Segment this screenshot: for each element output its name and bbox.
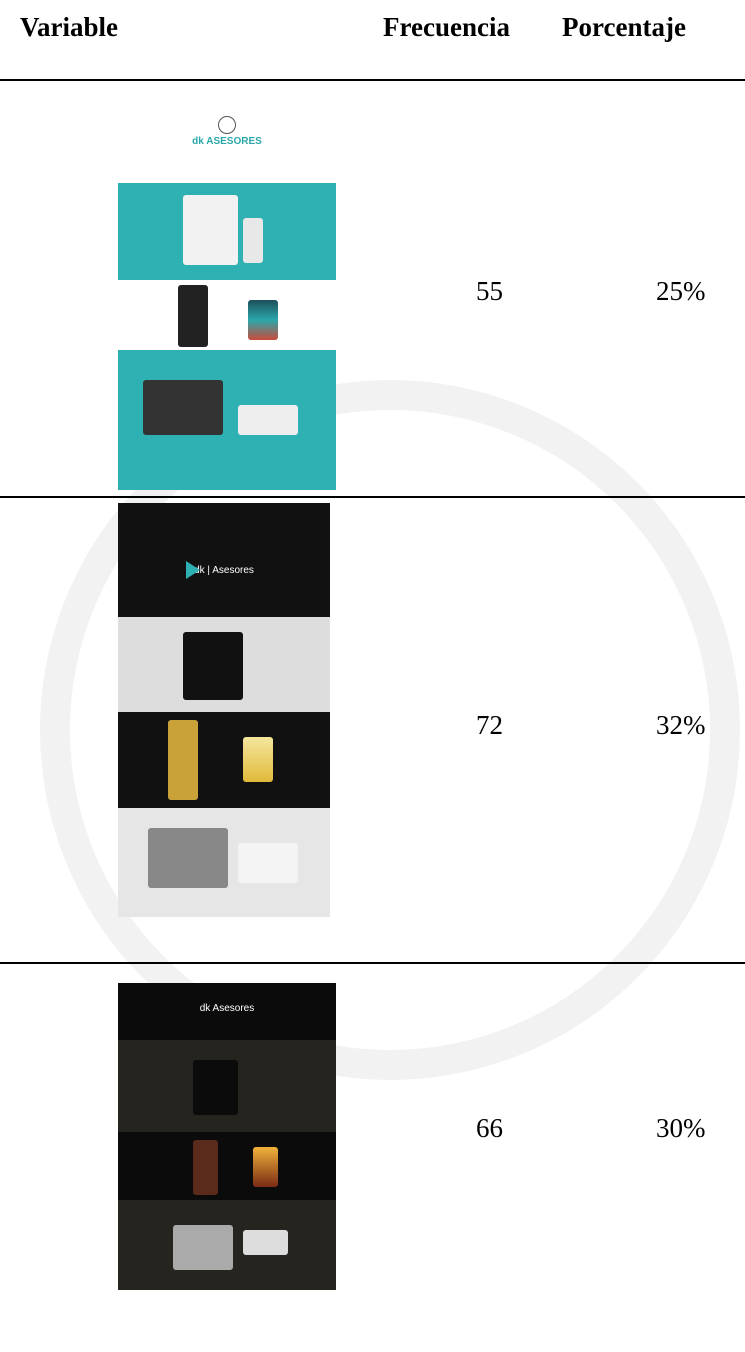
laptop (143, 380, 223, 435)
logo-icon (218, 116, 236, 134)
rule (0, 962, 745, 964)
panel (118, 1200, 336, 1290)
logo-text: dk | Asesores (194, 565, 254, 576)
frequency: 66 (476, 1113, 503, 1143)
panel (118, 808, 330, 917)
panel (118, 280, 336, 350)
laptop (173, 1225, 233, 1270)
percentage: 30% (656, 1113, 706, 1143)
panel (118, 617, 330, 712)
percentage: 32% (656, 710, 706, 740)
bag (183, 632, 243, 700)
mockup-image: dk ASESORES (118, 88, 336, 490)
frequency: 72 (476, 710, 503, 740)
mockup-image: dk Asesores (118, 983, 336, 1290)
mockup-image: dk | Asesores (118, 503, 330, 917)
stationery (238, 405, 298, 435)
header-cell: Variable (20, 12, 119, 42)
phone (178, 285, 208, 347)
laptop (148, 828, 228, 888)
panel (118, 712, 330, 808)
panel (118, 1132, 336, 1200)
palette (253, 1147, 278, 1187)
frequency: 55 (476, 276, 503, 306)
panel (118, 350, 336, 490)
logo-icon (186, 561, 200, 579)
panel: dk | Asesores (118, 503, 330, 617)
stationery (243, 1230, 288, 1255)
panel (118, 183, 336, 280)
phone (168, 720, 198, 800)
palette (243, 737, 273, 782)
bag (183, 195, 238, 265)
tube (243, 218, 263, 263)
stationery (238, 843, 298, 883)
panel (118, 1040, 336, 1132)
phone (193, 1140, 218, 1195)
logo-text: dk Asesores (199, 1003, 255, 1014)
header-cell: Porcentaje (562, 12, 686, 42)
percentage: 25% (656, 276, 706, 306)
rule (0, 496, 745, 498)
rule (0, 79, 745, 81)
header-cell: Frecuencia (383, 12, 510, 42)
logo-text: dk ASESORES (192, 136, 262, 147)
panel: dk Asesores (118, 983, 336, 1040)
palette (248, 300, 278, 340)
bag (193, 1060, 238, 1115)
panel: dk ASESORES (118, 88, 336, 183)
